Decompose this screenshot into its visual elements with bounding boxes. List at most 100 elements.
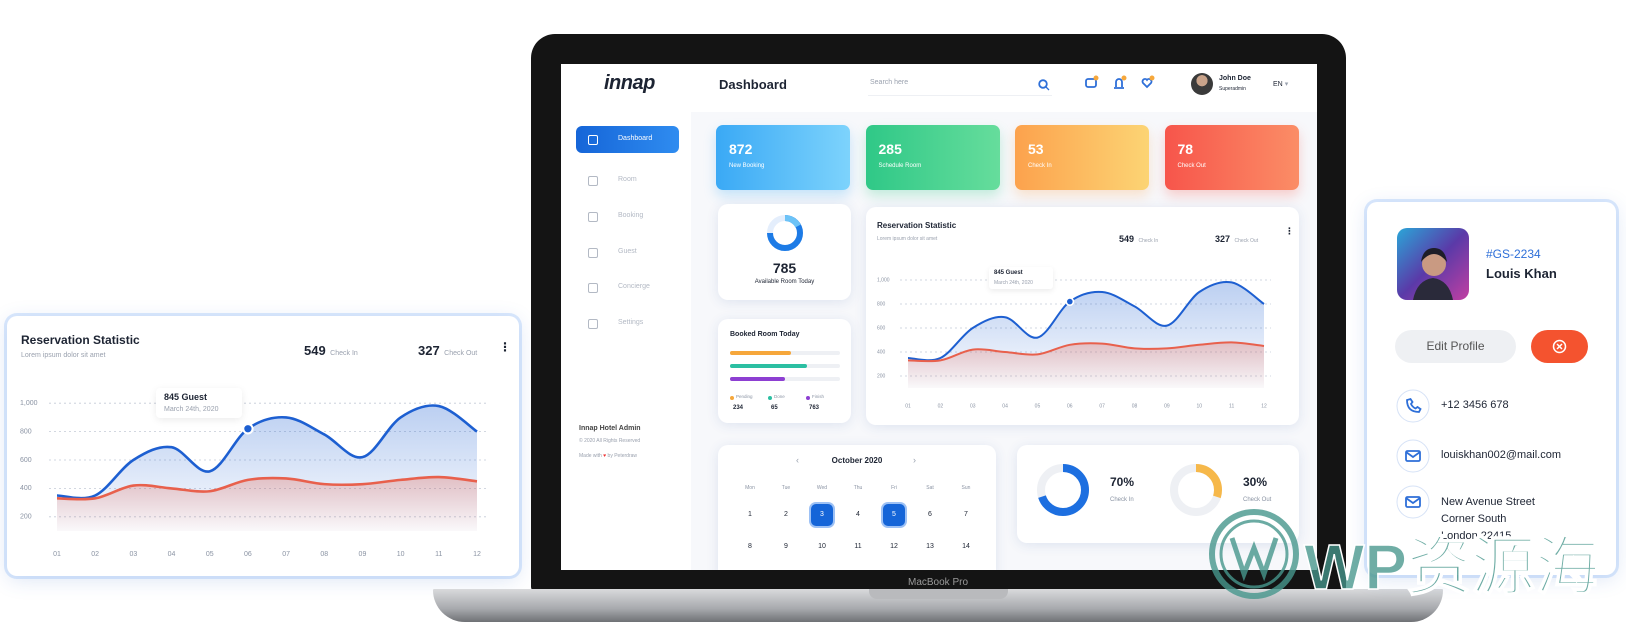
stat-card: 53 Check In	[1015, 125, 1149, 190]
language[interactable]: EN ▾	[1273, 81, 1289, 88]
tooltip: 845 Guest March 24th, 2020	[989, 267, 1053, 289]
menu-button[interactable]: ⋮	[1285, 226, 1294, 236]
legend-label: Finish	[812, 394, 825, 399]
search-icon	[1038, 79, 1050, 91]
stat-card: 78 Check Out	[1164, 125, 1299, 190]
calendar-day[interactable]: 3	[811, 504, 833, 526]
y-tick-label: 600	[877, 325, 886, 331]
booked-card: Booked Room Today Pending 234 Done 65 Finish…	[718, 319, 851, 423]
nav-item[interactable]: Concierge	[576, 274, 679, 301]
calendar-day[interactable]: 12	[890, 543, 898, 550]
nav-item[interactable]: Room	[576, 167, 679, 194]
calendar-day[interactable]: 2	[784, 511, 788, 518]
track	[730, 351, 840, 355]
credit-suffix: by Peterdraw	[607, 453, 638, 459]
x-tick-label: 03	[970, 403, 976, 409]
tooltip-value: 845 Guest	[164, 392, 208, 402]
calendar-card: ‹ October 2020 › Mon Tue Wed Thu Fri Sat Sun 1 2…	[718, 445, 996, 570]
weekday: Wed	[816, 485, 828, 491]
highlight-point	[1065, 297, 1075, 306]
calendar-day[interactable]: 1	[748, 511, 752, 518]
next-month[interactable]: ›	[913, 455, 916, 465]
check-out-stat: 327 Check Out	[1215, 229, 1258, 247]
stat-label: Check Out	[1177, 163, 1206, 169]
calendar-day[interactable]: 13	[926, 543, 934, 550]
ring-arc	[1170, 464, 1222, 516]
calendar-day[interactable]: 4	[856, 511, 860, 518]
page-title: Dashboard	[719, 77, 787, 92]
weekday: Sat	[926, 485, 934, 491]
calendar-month: October 2020	[831, 456, 883, 465]
calendar-day[interactable]: 9	[784, 543, 788, 550]
x-tick-label: 08	[320, 551, 328, 558]
y-tick-label: 200	[877, 373, 886, 379]
header-icons[interactable]	[1083, 74, 1163, 94]
available-card: 785 Available Room Today	[718, 204, 851, 300]
footer-credit: Made with ♥ by Peterdraw	[579, 453, 638, 459]
series-line	[56, 475, 478, 501]
reservation-chart: 200 400 600 800 1,000 01 02 03 04 05 06 07 08 09 10 11 1…	[877, 277, 1271, 409]
reservation-card: 200 400 600 800 1,000 01 02 03 04 05 06 07 08 09 10 11 1…	[866, 207, 1299, 425]
x-tick-label: 07	[282, 551, 290, 558]
legend-value: 763	[809, 405, 820, 411]
weekday: Fri	[891, 485, 897, 491]
nav-label: Room	[618, 176, 637, 183]
stat-label: Schedule Room	[878, 163, 922, 169]
highlight-point	[242, 423, 254, 435]
calendar-day[interactable]: 7	[964, 511, 968, 518]
area-fill	[57, 477, 477, 531]
calendar-day[interactable]: 11	[854, 543, 862, 550]
calendar-day[interactable]: 5	[883, 504, 905, 526]
weekday: Tue	[781, 485, 791, 491]
nav-icon	[588, 283, 598, 294]
card-title: Reservation Statistic	[877, 221, 957, 230]
x-tick-label: 07	[1099, 403, 1105, 409]
nav-icon	[588, 135, 598, 145]
sidebar	[561, 112, 691, 570]
watermark-logo	[1209, 509, 1299, 599]
user-avatar[interactable]	[1191, 73, 1213, 95]
ring-label: Check Out	[1243, 497, 1272, 503]
stat-card: 872 New Booking	[716, 125, 850, 190]
calendar-day[interactable]: 8	[748, 543, 752, 550]
screen: innap Dashboard Search here John Doe Sup…	[561, 64, 1317, 570]
tooltip-value: 845 Guest	[994, 270, 1023, 276]
edit-profile-button[interactable]: Edit Profile	[1395, 330, 1516, 363]
email: louiskhan002@mail.com	[1441, 449, 1562, 461]
nav-item[interactable]: Settings	[576, 310, 679, 337]
ring-value: 70%	[1110, 475, 1135, 489]
legend-value: 234	[733, 405, 744, 411]
available-ring	[767, 215, 803, 251]
y-tick-label: 1,000	[877, 277, 890, 283]
calendar-day[interactable]: 6	[928, 511, 932, 518]
reservation-chart: 200 400 600 800 1,000 01 02 03 04 05 06 07 08 09 10 11 1…	[20, 400, 489, 558]
search-box[interactable]: Search here	[868, 73, 1052, 96]
check-in-value: 549	[304, 343, 326, 358]
nav-item[interactable]: Guest	[576, 239, 679, 266]
weekday: Thu	[853, 485, 863, 491]
calendar-day[interactable]: 14	[962, 543, 970, 550]
prev-month[interactable]: ‹	[796, 455, 799, 465]
profile-photo	[1397, 228, 1469, 300]
address-line: London 22415	[1441, 530, 1512, 542]
x-tick-label: 02	[938, 403, 944, 409]
close-button[interactable]	[1531, 330, 1588, 363]
x-tick-label: 01	[905, 403, 911, 409]
menu-button[interactable]: ⋮	[499, 340, 511, 354]
check-in-stat: 549 Check In	[1119, 229, 1158, 247]
x-tick-label: 04	[1002, 403, 1008, 409]
logo: innap	[604, 72, 655, 94]
available-label: Available Room Today	[754, 279, 815, 285]
tooltip: 845 Guest March 24th, 2020	[156, 388, 242, 418]
nav-item[interactable]: Dashboard	[576, 126, 679, 153]
legend-label: Pending	[736, 394, 753, 399]
legend-value: 65	[771, 405, 778, 411]
x-tick-label: 05	[206, 551, 214, 558]
calendar-day[interactable]: 10	[818, 543, 826, 550]
area-fill	[908, 342, 1264, 388]
user-name: John Doe	[1219, 75, 1251, 82]
check-out-label: Check Out	[444, 350, 478, 357]
weekday: Sun	[961, 485, 971, 491]
nav-item[interactable]: Booking	[576, 203, 679, 230]
x-tick-label: 02	[91, 551, 99, 558]
